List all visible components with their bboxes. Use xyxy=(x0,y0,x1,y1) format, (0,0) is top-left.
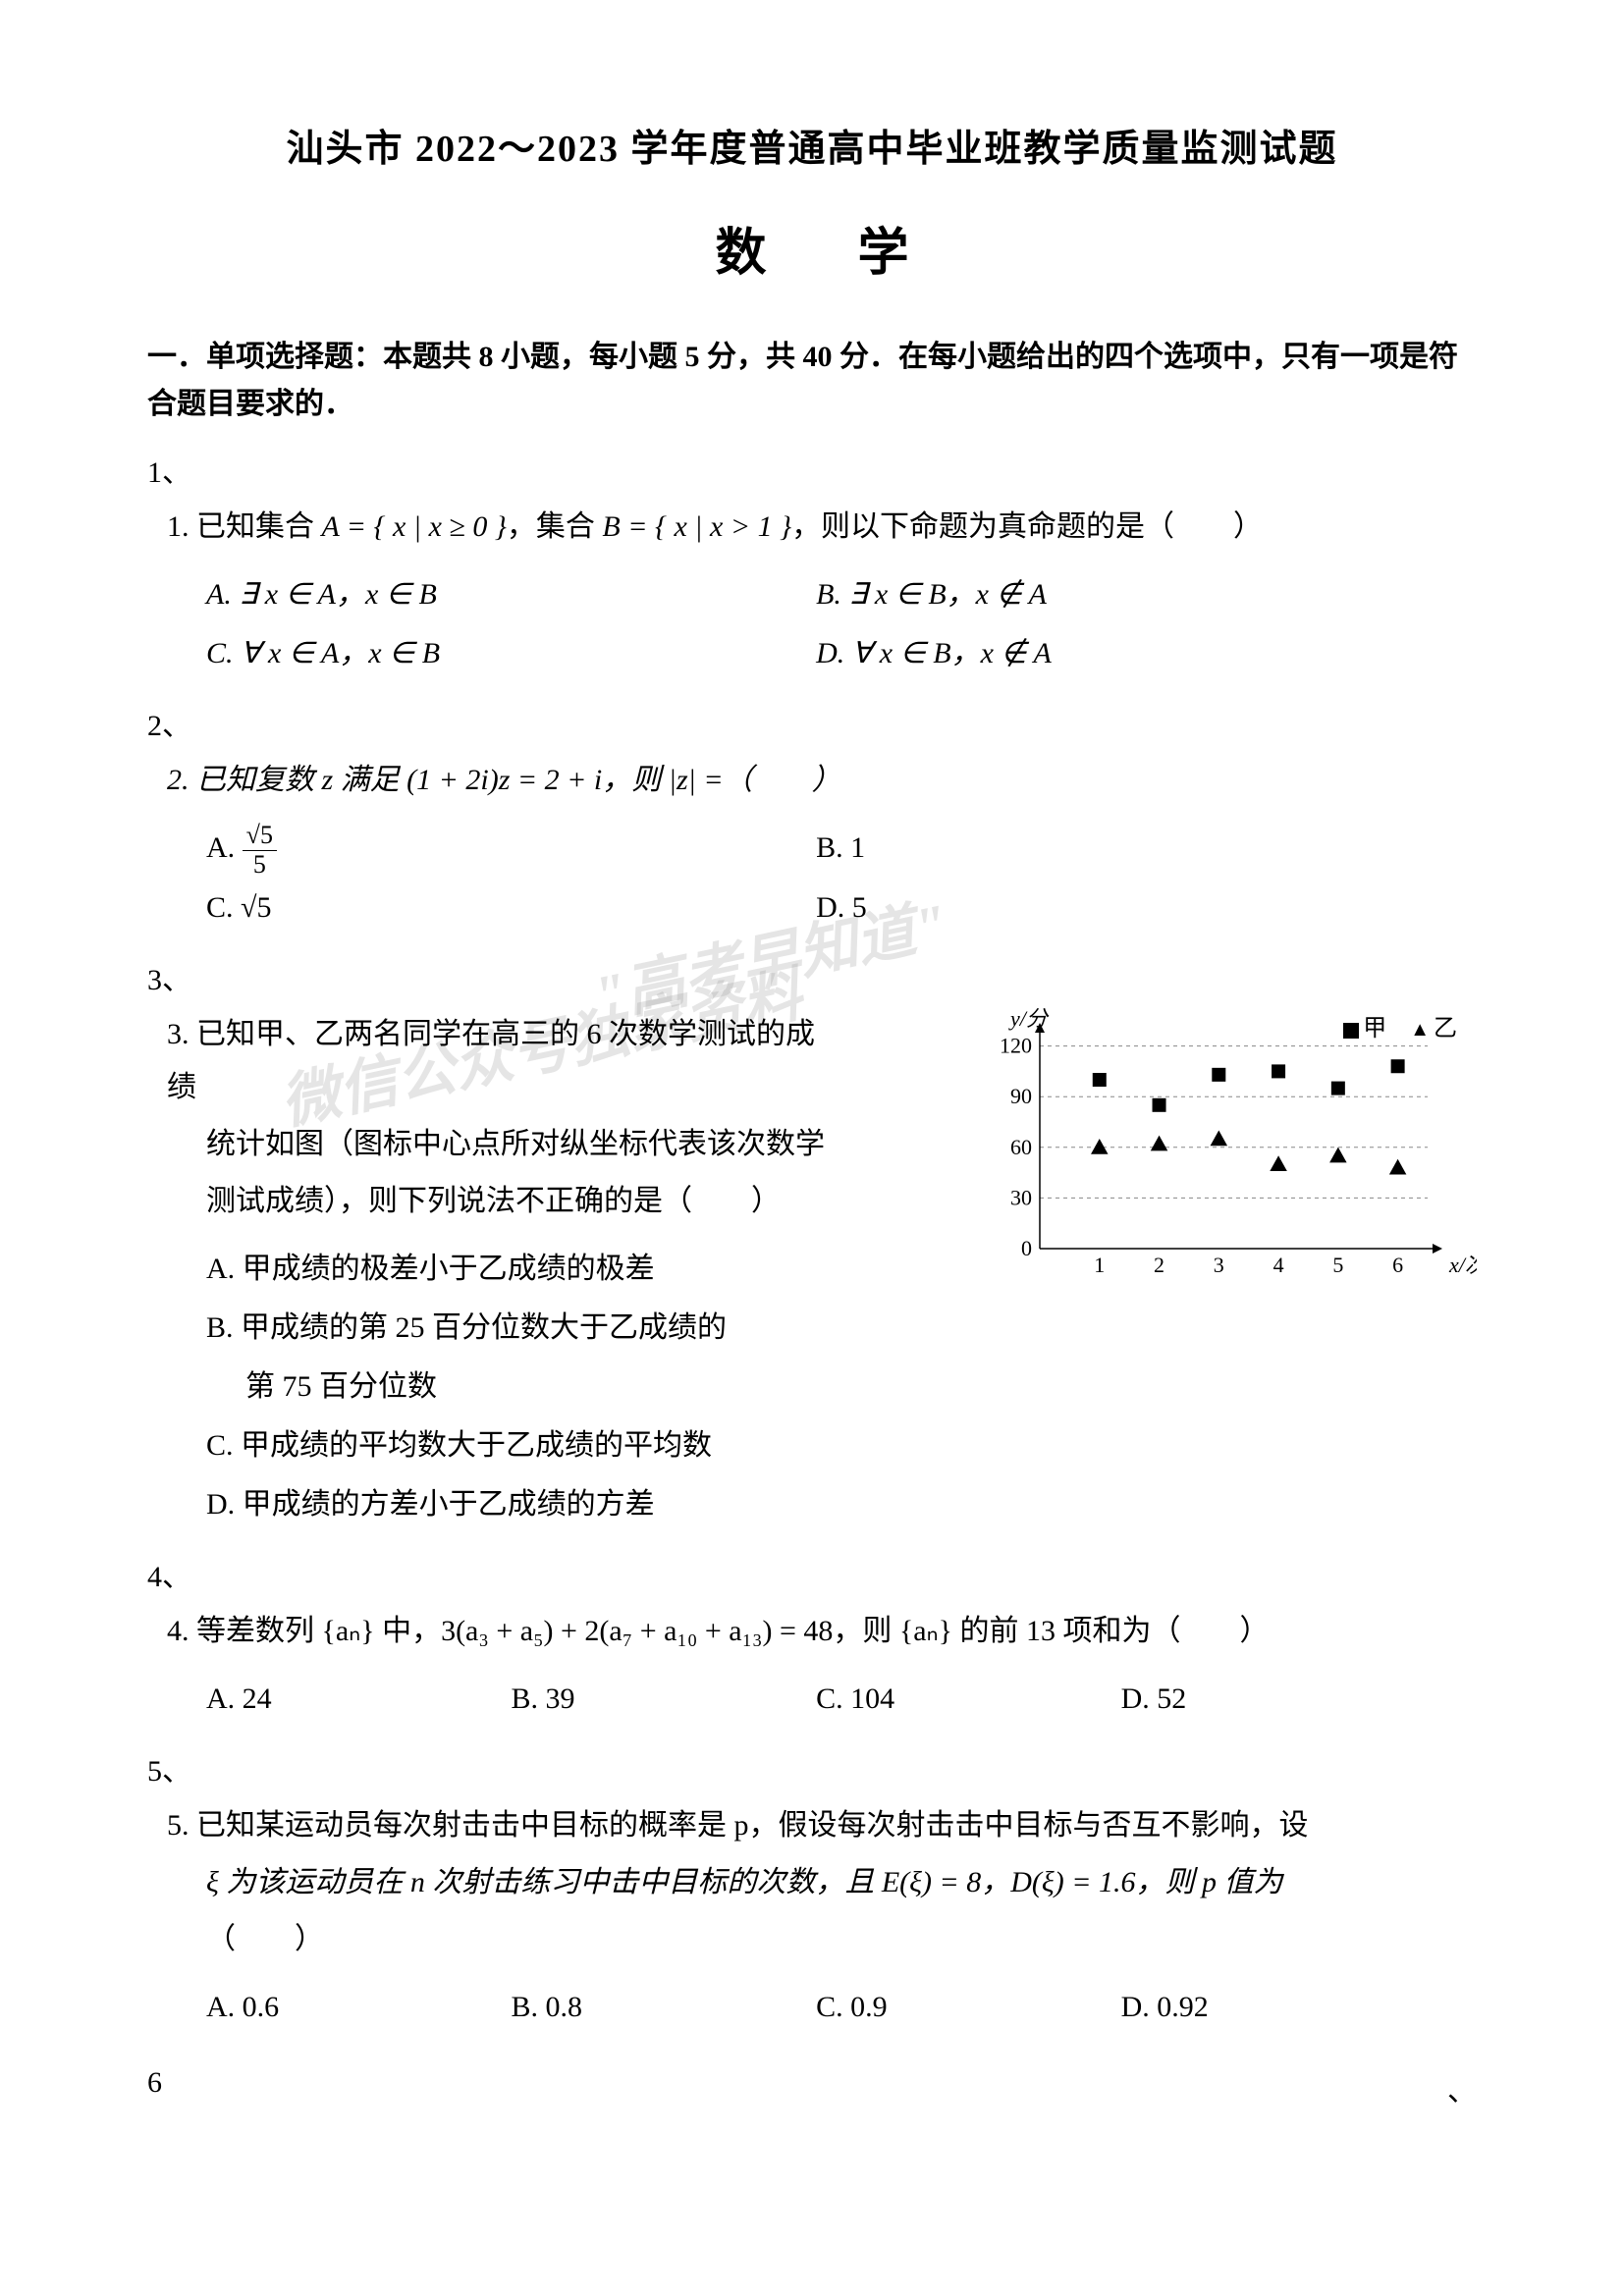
q2-option-a: A. √55 xyxy=(206,819,816,879)
q2-block: 2. 已知复数 z 满足 (1 + 2i)z = 2 + i，则 |z| =（ … xyxy=(147,754,1477,937)
q5-option-d: D. 0.92 xyxy=(1121,1978,1427,2037)
q5-options: A. 0.6 B. 0.8 C. 0.9 D. 0.92 xyxy=(206,1978,1477,2037)
q3-option-c: C. 甲成绩的平均数大于乙成绩的平均数 xyxy=(206,1416,835,1475)
q5-stem-l1: 5. 已知某运动员每次射击击中目标的概率是 p，假设每次射击击中目标与否互不影响… xyxy=(167,1799,1477,1852)
q5-stem-l2-text: ξ 为该运动员在 n 次射击练习中击中目标的次数，且 E(ξ) = 8，D(ξ)… xyxy=(206,1866,1282,1898)
q1-stem-mid: ，集合 xyxy=(507,510,603,543)
q4-stem-text: 4. 等差数列 {aₙ} 中，3(a₃ + a₅) + 2(a₇ + a₁₀ +… xyxy=(167,1615,1269,1647)
q4-index: 4、 xyxy=(147,1552,1477,1595)
q3-option-d: D. 甲成绩的方差小于乙成绩的方差 xyxy=(206,1475,835,1534)
q5-stem-l3: （ ） xyxy=(206,1913,1477,1966)
q4-stem: 4. 等差数列 {aₙ} 中，3(a₃ + a₅) + 2(a₇ + a₁₀ +… xyxy=(167,1605,1477,1658)
q5-option-a: A. 0.6 xyxy=(206,1978,512,2037)
svg-text:6: 6 xyxy=(1392,1253,1403,1277)
q2-options: A. √55 B. 1 C. √5 D. 5 xyxy=(206,819,1477,937)
legend-square-icon xyxy=(1343,1023,1359,1039)
q5-index: 5、 xyxy=(147,1746,1477,1789)
q2-optC-val: √5 xyxy=(241,891,271,924)
page-title: 汕头市 2022～2023 学年度普通高中毕业班教学质量监测试题 xyxy=(147,118,1477,172)
q4-option-b: B. 39 xyxy=(512,1670,817,1729)
q5-option-c: C. 0.9 xyxy=(816,1978,1121,2037)
page-subject: 数 学 xyxy=(147,211,1477,285)
svg-text:2: 2 xyxy=(1154,1253,1164,1277)
q3-stem-l1: 3. 已知甲、乙两名同学在高三的 6 次数学测试的成绩 xyxy=(167,1008,835,1114)
svg-text:3: 3 xyxy=(1214,1253,1224,1277)
q4-option-c: C. 104 xyxy=(816,1670,1121,1729)
q1-setB: B = { x | x > 1 } xyxy=(602,510,791,543)
q2-optA-den: 5 xyxy=(243,851,277,880)
svg-text:120: 120 xyxy=(1000,1034,1032,1058)
legend-yi-label: 乙 xyxy=(1434,1016,1457,1041)
floating-punct: 、 xyxy=(1447,2066,1477,2109)
q1-option-d: D. ∀ x ∈ B，x ∉ A xyxy=(816,624,1426,683)
svg-text:x/次: x/次 xyxy=(1448,1253,1477,1277)
q3-stem-l3: 测试成绩），则下列说法不正确的是（ ） xyxy=(206,1175,835,1228)
legend-jia-label: 甲 xyxy=(1363,1016,1386,1041)
q2-stem: 2. 已知复数 z 满足 (1 + 2i)z = 2 + i，则 |z| =（ … xyxy=(167,754,1477,807)
q3-options: A. 甲成绩的极差小于乙成绩的极差 B. 甲成绩的第 25 百分位数大于乙成绩的… xyxy=(206,1240,835,1534)
q2-index: 2、 xyxy=(147,701,1477,744)
svg-text:60: 60 xyxy=(1010,1135,1032,1159)
q1-stem-prefix: 1. 已知集合 xyxy=(167,510,322,543)
svg-text:5: 5 xyxy=(1332,1253,1343,1277)
svg-text:y/分: y/分 xyxy=(1008,1008,1050,1031)
q5-block: 5. 已知某运动员每次射击击中目标的概率是 p，假设每次射击击中目标与否互不影响… xyxy=(147,1799,1477,2037)
q3-stem-l2: 统计如图（图标中心点所对纵坐标代表该次数学 xyxy=(206,1118,835,1171)
q5-option-b: B. 0.8 xyxy=(512,1978,817,2037)
q1-stem: 1. 已知集合 A = { x | x ≥ 0 }，集合 B = { x | x… xyxy=(167,501,1477,554)
q1-setA: A = { x | x ≥ 0 } xyxy=(322,510,507,543)
svg-text:4: 4 xyxy=(1273,1253,1284,1277)
q2-optA-num: √5 xyxy=(243,822,277,851)
chart-svg: 30 60 90 120 0 1 2 3 4 5 6 x/次 y/分 xyxy=(986,1008,1477,1283)
svg-text:90: 90 xyxy=(1010,1084,1032,1108)
q1-options: A. ∃ x ∈ A，x ∈ B B. ∃ x ∈ B，x ∉ A C. ∀ x… xyxy=(206,565,1477,683)
q2-option-b: B. 1 xyxy=(816,819,1426,879)
q3-index: 3、 xyxy=(147,955,1477,998)
q2-option-c: C. √5 xyxy=(206,879,816,937)
q2-optC-label: C. xyxy=(206,891,241,924)
legend-triangle-icon: ▲ xyxy=(1410,1019,1430,1041)
q3-chart: 甲 ▲乙 30 60 90 120 0 1 2 3 4 5 6 x/次 y/分 xyxy=(986,1008,1477,1283)
q1-index: 1、 xyxy=(147,448,1477,491)
q1-option-b: B. ∃ x ∈ B，x ∉ A xyxy=(816,565,1426,624)
q2-optA-label: A. xyxy=(206,831,243,864)
q4-option-d: D. 52 xyxy=(1121,1670,1427,1729)
q4-option-a: A. 24 xyxy=(206,1670,512,1729)
q6-index: 6 xyxy=(147,2066,162,2109)
q2-stem-text: 2. 已知复数 z 满足 (1 + 2i)z = 2 + i，则 |z| =（ … xyxy=(167,764,841,796)
q1-stem-suffix: ，则以下命题为真命题的是（ ） xyxy=(791,510,1263,543)
svg-text:1: 1 xyxy=(1094,1253,1105,1277)
q2-option-d: D. 5 xyxy=(816,879,1426,937)
q4-block: 4. 等差数列 {aₙ} 中，3(a₃ + a₅) + 2(a₇ + a₁₀ +… xyxy=(147,1605,1477,1729)
q3-option-b-l1: B. 甲成绩的第 25 百分位数大于乙成绩的 xyxy=(206,1299,835,1358)
q3-block: 3. 已知甲、乙两名同学在高三的 6 次数学测试的成绩 统计如图（图标中心点所对… xyxy=(147,1008,1477,1534)
svg-text:30: 30 xyxy=(1010,1186,1032,1210)
q1-option-a: A. ∃ x ∈ A，x ∈ B xyxy=(206,565,816,624)
q5-stem-l2: ξ 为该运动员在 n 次射击练习中击中目标的次数，且 E(ξ) = 8，D(ξ)… xyxy=(206,1856,1477,1909)
chart-legend: 甲 ▲乙 xyxy=(1343,1008,1457,1042)
svg-text:0: 0 xyxy=(1021,1236,1032,1260)
q3-option-a: A. 甲成绩的极差小于乙成绩的极差 xyxy=(206,1240,835,1299)
q2-optA-frac: √55 xyxy=(243,822,277,879)
q3-option-b-l2: 第 75 百分位数 xyxy=(206,1358,835,1416)
q4-options: A. 24 B. 39 C. 104 D. 52 xyxy=(206,1670,1477,1729)
section-1-header: 一．单项选择题：本题共 8 小题，每小题 5 分，共 40 分．在每小题给出的四… xyxy=(147,334,1477,428)
q1-option-c: C. ∀ x ∈ A，x ∈ B xyxy=(206,624,816,683)
q1-block: 1. 已知集合 A = { x | x ≥ 0 }，集合 B = { x | x… xyxy=(147,501,1477,683)
